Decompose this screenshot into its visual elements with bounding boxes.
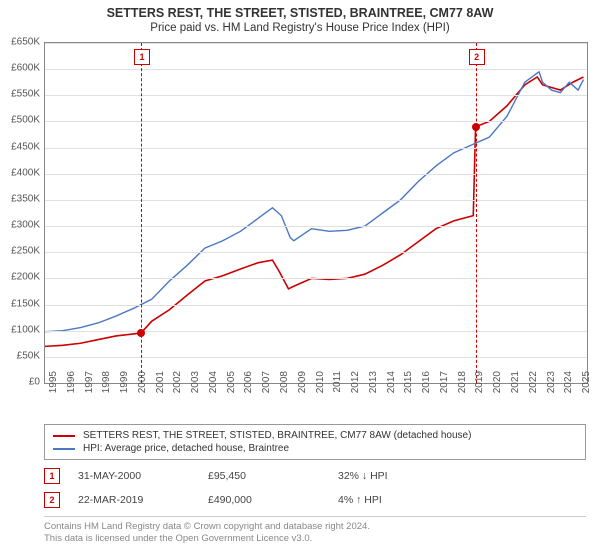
gridline-h bbox=[45, 200, 587, 201]
plot-area: 12 bbox=[44, 42, 588, 384]
x-axis-label: 1998 bbox=[101, 371, 112, 401]
cell-price: £490,000 bbox=[208, 494, 338, 506]
x-axis-label: 1999 bbox=[119, 371, 130, 401]
series-hpi bbox=[45, 72, 583, 332]
legend-label: SETTERS REST, THE STREET, STISTED, BRAIN… bbox=[83, 430, 471, 441]
x-axis-label: 2017 bbox=[439, 371, 450, 401]
x-axis-label: 2007 bbox=[261, 371, 272, 401]
footnote-line-1: Contains HM Land Registry data © Crown c… bbox=[44, 521, 586, 533]
table-row: 1 31-MAY-2000£95,45032% ↓ HPI bbox=[44, 464, 586, 488]
plot-svg bbox=[45, 43, 587, 383]
y-axis-label: £300K bbox=[0, 220, 40, 231]
y-axis-label: £200K bbox=[0, 272, 40, 283]
marker-badge: 2 bbox=[469, 49, 485, 65]
legend-label: HPI: Average price, detached house, Brai… bbox=[83, 443, 289, 454]
y-axis-label: £400K bbox=[0, 167, 40, 178]
x-axis-label: 2021 bbox=[510, 371, 521, 401]
x-axis-label: 2023 bbox=[546, 371, 557, 401]
cell-diff: 32% ↓ HPI bbox=[338, 470, 468, 482]
chart-container: { "title": "SETTERS REST, THE STREET, ST… bbox=[0, 0, 600, 560]
chart-title: SETTERS REST, THE STREET, STISTED, BRAIN… bbox=[0, 0, 600, 20]
x-axis-label: 2018 bbox=[457, 371, 468, 401]
y-axis-label: £600K bbox=[0, 63, 40, 74]
gridline-h bbox=[45, 331, 587, 332]
x-axis-label: 2024 bbox=[563, 371, 574, 401]
y-axis-label: £0 bbox=[0, 377, 40, 388]
legend: SETTERS REST, THE STREET, STISTED, BRAIN… bbox=[44, 424, 586, 460]
row-marker-badge: 2 bbox=[44, 492, 60, 508]
x-axis-label: 1997 bbox=[84, 371, 95, 401]
x-axis-label: 2006 bbox=[243, 371, 254, 401]
y-axis-label: £450K bbox=[0, 141, 40, 152]
cell-date: 22-MAR-2019 bbox=[78, 494, 208, 506]
marker-dot bbox=[137, 329, 145, 337]
y-axis-label: £50K bbox=[0, 350, 40, 361]
x-axis-label: 2022 bbox=[528, 371, 539, 401]
gridline-h bbox=[45, 148, 587, 149]
gridline-h bbox=[45, 69, 587, 70]
x-axis-label: 2005 bbox=[226, 371, 237, 401]
legend-row: SETTERS REST, THE STREET, STISTED, BRAIN… bbox=[53, 429, 577, 442]
gridline-h bbox=[45, 174, 587, 175]
x-axis-label: 2019 bbox=[474, 371, 485, 401]
x-axis-label: 2011 bbox=[332, 371, 343, 401]
x-axis-label: 2010 bbox=[315, 371, 326, 401]
cell-price: £95,450 bbox=[208, 470, 338, 482]
footnote-line-2: This data is licensed under the Open Gov… bbox=[44, 533, 586, 545]
x-axis-label: 2001 bbox=[155, 371, 166, 401]
x-axis-label: 2003 bbox=[190, 371, 201, 401]
x-axis-label: 2009 bbox=[297, 371, 308, 401]
gridline-h bbox=[45, 357, 587, 358]
x-axis-label: 1995 bbox=[48, 371, 59, 401]
y-axis-label: £150K bbox=[0, 298, 40, 309]
x-axis-label: 1996 bbox=[66, 371, 77, 401]
x-axis-label: 2015 bbox=[403, 371, 414, 401]
gridline-h bbox=[45, 121, 587, 122]
y-axis-label: £550K bbox=[0, 89, 40, 100]
gridline-h bbox=[45, 43, 587, 44]
legend-swatch bbox=[53, 435, 75, 437]
x-axis-label: 2008 bbox=[279, 371, 290, 401]
cell-diff: 4% ↑ HPI bbox=[338, 494, 468, 506]
legend-row: HPI: Average price, detached house, Brai… bbox=[53, 442, 577, 455]
marker-dot bbox=[472, 123, 480, 131]
y-axis-label: £350K bbox=[0, 193, 40, 204]
row-marker-badge: 1 bbox=[44, 468, 60, 484]
x-axis-label: 2020 bbox=[492, 371, 503, 401]
marker-badge: 1 bbox=[134, 49, 150, 65]
gridline-h bbox=[45, 252, 587, 253]
x-axis-label: 2000 bbox=[137, 371, 148, 401]
table-row: 2 22-MAR-2019£490,0004% ↑ HPI bbox=[44, 488, 586, 512]
marker-line bbox=[476, 43, 477, 383]
x-axis-label: 2016 bbox=[421, 371, 432, 401]
gridline-h bbox=[45, 95, 587, 96]
y-axis-label: £100K bbox=[0, 324, 40, 335]
x-axis-label: 2004 bbox=[208, 371, 219, 401]
y-axis-label: £250K bbox=[0, 246, 40, 257]
legend-swatch bbox=[53, 448, 75, 450]
x-axis-label: 2025 bbox=[581, 371, 592, 401]
chart-subtitle: Price paid vs. HM Land Registry's House … bbox=[0, 20, 600, 34]
gridline-h bbox=[45, 305, 587, 306]
x-axis-label: 2002 bbox=[172, 371, 183, 401]
gridline-h bbox=[45, 226, 587, 227]
x-axis-label: 2012 bbox=[350, 371, 361, 401]
gridline-h bbox=[45, 278, 587, 279]
x-axis-label: 2013 bbox=[368, 371, 379, 401]
y-axis-label: £500K bbox=[0, 115, 40, 126]
cell-date: 31-MAY-2000 bbox=[78, 470, 208, 482]
footnote: Contains HM Land Registry data © Crown c… bbox=[44, 516, 586, 546]
y-axis-label: £650K bbox=[0, 37, 40, 48]
x-axis-label: 2014 bbox=[386, 371, 397, 401]
transaction-table: 1 31-MAY-2000£95,45032% ↓ HPI 2 22-MAR-2019… bbox=[44, 464, 586, 512]
series-property_price bbox=[45, 77, 583, 346]
